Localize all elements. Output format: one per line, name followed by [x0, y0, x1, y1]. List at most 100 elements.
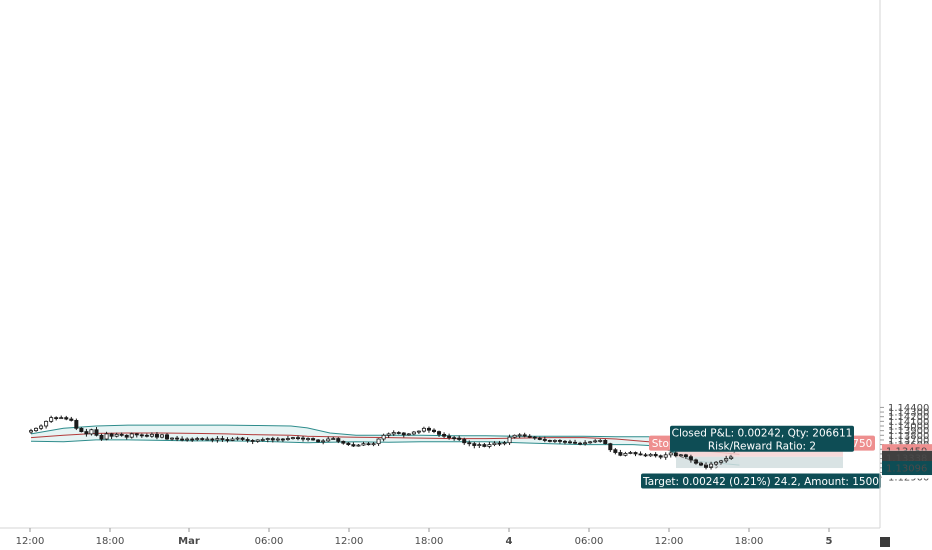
candle-body: [311, 438, 316, 441]
candle: [245, 437, 250, 443]
candle-body: [84, 431, 89, 435]
candle: [552, 439, 557, 443]
candle: [326, 436, 331, 442]
candle: [401, 432, 406, 438]
candle: [391, 430, 396, 436]
price-tick-label: 1.14100: [888, 417, 929, 428]
candle-body: [452, 437, 457, 440]
candle-body: [608, 443, 613, 451]
candle: [507, 434, 512, 445]
candle-body: [356, 444, 361, 447]
candle-body: [245, 439, 250, 441]
candle: [311, 437, 316, 441]
candle: [290, 436, 295, 440]
candle: [442, 432, 447, 438]
band-fill: [31, 425, 740, 466]
candle-body: [114, 433, 119, 437]
candle: [643, 453, 648, 458]
candle-body: [225, 439, 230, 441]
price-axis[interactable]: 1.129001.130001.131001.132001.133001.134…: [879, 0, 932, 528]
candle-body: [79, 427, 84, 432]
candle: [658, 454, 663, 460]
candle-body: [235, 437, 240, 440]
candle-body: [729, 456, 734, 459]
position-overlay: Stop: 0.00121 (0.11%) 12.1, Amount: 750C…: [641, 425, 881, 489]
candle-body: [578, 442, 583, 445]
candle: [336, 437, 341, 444]
candle-body: [34, 427, 39, 432]
candle: [603, 439, 608, 445]
candle: [49, 415, 54, 423]
time-tick-label: 06:00: [575, 536, 604, 547]
candle-body: [69, 418, 74, 421]
candle: [573, 439, 578, 445]
candle-body: [195, 438, 200, 440]
candle-body: [648, 453, 653, 457]
candle: [175, 435, 180, 442]
candle: [663, 452, 668, 460]
candle-body: [557, 440, 562, 442]
candle: [321, 439, 326, 445]
price-tick-label: 1.13800: [888, 431, 929, 442]
candle-body: [467, 442, 472, 445]
candle-body: [653, 453, 658, 457]
candle: [250, 439, 255, 445]
candle-body: [351, 444, 356, 447]
candle: [568, 439, 573, 444]
candle: [598, 438, 603, 443]
candle-body: [583, 442, 588, 445]
candle-body: [492, 442, 497, 445]
candle: [240, 436, 245, 442]
candle: [729, 455, 734, 460]
candle-body: [280, 438, 285, 441]
candle-body: [134, 433, 139, 436]
candle-body: [396, 432, 401, 434]
scroll-button-bg[interactable]: [880, 537, 890, 547]
candle: [190, 437, 195, 442]
candle: [44, 420, 49, 429]
time-tick-label: 5: [826, 536, 833, 547]
candle-body: [588, 441, 593, 444]
closed-pnl-label[interactable]: Closed P&L: 0.00242, Qty: 206611Risk/Rew…: [670, 425, 854, 453]
candle: [351, 442, 356, 447]
candle: [331, 436, 336, 440]
scroll-to-realtime-button[interactable]: [880, 537, 890, 547]
candle-body: [487, 444, 492, 447]
time-axis[interactable]: 12:00 18:00 Mar 06:00 12:00 18:00 4 06:00 12:00 1…: [0, 527, 890, 547]
candle: [371, 441, 376, 447]
candle: [527, 434, 532, 439]
candle: [678, 453, 683, 457]
candle: [154, 432, 159, 440]
candle-body: [341, 440, 346, 444]
candle-body: [568, 441, 573, 444]
candle-body: [593, 440, 598, 443]
candle: [688, 454, 693, 463]
candle: [134, 433, 139, 438]
candle-body: [673, 452, 678, 457]
candle: [124, 434, 129, 440]
candle: [285, 435, 290, 441]
candle: [144, 433, 149, 438]
price-tick-label: 1.13900: [888, 426, 929, 437]
candle: [497, 440, 502, 447]
candle: [54, 416, 59, 421]
candle-body: [573, 441, 578, 444]
candle-body: [381, 434, 386, 440]
candle-body: [562, 440, 567, 443]
candle-body: [628, 452, 633, 454]
candle-body: [210, 438, 215, 441]
candle-body: [200, 438, 205, 440]
price-tick-label: 1.14200: [888, 412, 929, 423]
price-tick-label: 1.14000: [888, 422, 929, 433]
candle: [260, 437, 265, 442]
candle-body: [371, 443, 376, 446]
time-tick-label: Mar: [178, 536, 200, 547]
candle: [195, 436, 200, 442]
position-zones: [676, 451, 843, 469]
candle-body: [517, 434, 522, 437]
trade-path: [680, 451, 736, 469]
candle: [477, 442, 482, 448]
target-label[interactable]: Target: 0.00242 (0.21%) 24.2, Amount: 15…: [641, 473, 881, 489]
candle-body: [643, 454, 648, 457]
